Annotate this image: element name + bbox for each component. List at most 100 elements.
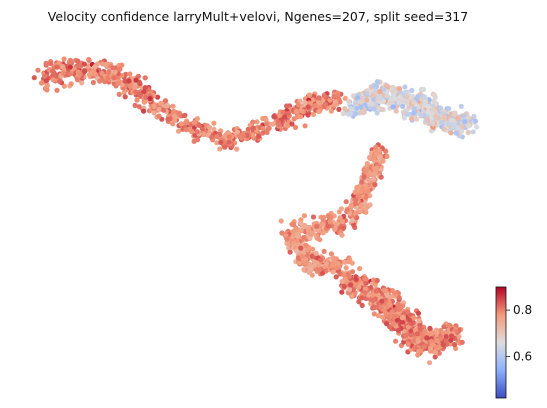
scatter-point — [352, 189, 358, 195]
scatter-point — [278, 218, 284, 224]
scatter-point — [399, 315, 405, 321]
scatter-point — [411, 106, 417, 112]
scatter-point — [294, 233, 301, 239]
scatter-point — [458, 103, 464, 109]
scatter-point — [218, 139, 224, 145]
scatter-point — [191, 119, 197, 125]
scatter-point — [322, 101, 328, 107]
scatter-point — [164, 103, 170, 109]
scatter-point — [320, 221, 326, 227]
scatter-point — [127, 83, 133, 89]
scatter-point — [374, 277, 380, 284]
scatter-point — [428, 338, 435, 344]
scatter-point — [60, 64, 66, 70]
scatter-point — [420, 93, 426, 99]
scatter-point — [401, 115, 407, 121]
scatter-point — [156, 113, 162, 119]
scatter-point — [172, 118, 178, 124]
scatter-point — [306, 269, 312, 275]
scatter-point — [343, 199, 349, 205]
scatter-point — [397, 94, 403, 100]
scatter-point — [410, 320, 416, 326]
scatter-point — [296, 260, 302, 266]
scatter-point — [458, 128, 465, 134]
scatter-point — [112, 69, 118, 75]
scatter-point — [56, 60, 62, 66]
scatter-point — [31, 75, 37, 81]
scatter-point — [295, 102, 301, 108]
scatter-point — [306, 92, 313, 98]
scatter-point — [349, 293, 355, 300]
scatter-point — [390, 92, 396, 98]
scatter-point — [194, 129, 200, 135]
scatter-point — [99, 70, 105, 76]
scatter-point — [137, 81, 143, 87]
scatter-point — [451, 110, 458, 116]
scatter-point — [377, 95, 383, 101]
colorbar-tick-label: 0.8 — [513, 303, 532, 317]
scatter-point — [392, 290, 398, 296]
scatter-point — [408, 328, 414, 334]
scatter-point — [415, 310, 422, 316]
scatter-point — [183, 127, 189, 133]
scatter-point — [448, 117, 454, 123]
scatter-point — [354, 105, 360, 112]
scatter-point — [226, 134, 232, 140]
scatter-point — [363, 280, 369, 286]
scatter-point — [75, 58, 81, 64]
scatter-point — [61, 56, 67, 62]
scatter-point — [358, 99, 364, 105]
scatter-point — [424, 116, 431, 122]
scatter-point — [50, 73, 56, 79]
scatter-point — [133, 89, 139, 95]
colorbar-gradient — [495, 286, 507, 399]
scatter-point — [409, 93, 415, 99]
scatter-point — [396, 295, 402, 301]
scatter-point — [260, 125, 266, 132]
scatter-point — [305, 112, 311, 118]
scatter-point — [455, 115, 461, 121]
scatter-point — [321, 248, 327, 254]
scatter-point — [342, 106, 348, 112]
scatter-point — [366, 292, 372, 298]
scatter-point — [402, 84, 408, 90]
scatter-point — [103, 62, 109, 68]
scatter-point — [280, 109, 286, 115]
scatter-point — [77, 71, 83, 77]
scatter-point — [377, 88, 383, 95]
scatter-point — [462, 119, 468, 125]
scatter-point — [292, 124, 299, 130]
scatter-point — [300, 109, 306, 115]
scatter-point — [182, 112, 188, 118]
scatter-point — [396, 301, 402, 307]
scatter-point — [376, 155, 383, 161]
scatter-point — [294, 238, 300, 244]
scatter-point — [127, 71, 133, 77]
scatter-point — [57, 78, 63, 84]
scatter-point — [366, 177, 372, 183]
scatter-point — [339, 278, 345, 284]
scatter-point — [207, 125, 213, 131]
scatter-point — [456, 334, 462, 340]
scatter-point — [184, 120, 190, 126]
scatter-point — [364, 91, 370, 97]
scatter-point — [301, 234, 307, 241]
scatter-point — [411, 110, 417, 116]
scatter-point — [374, 110, 380, 116]
scatter-point — [448, 333, 455, 339]
scatter-point — [443, 338, 449, 344]
scatter-point — [404, 94, 410, 100]
scatter-point — [142, 75, 148, 81]
scatter-point — [201, 131, 207, 137]
scatter-point — [314, 223, 320, 229]
scatter-point — [427, 325, 433, 331]
scatter-point — [373, 288, 380, 294]
scatter-point — [310, 111, 316, 117]
scatter-point — [132, 84, 138, 90]
scatter-point — [351, 222, 357, 228]
scatter-point — [334, 265, 340, 271]
scatter-point — [298, 245, 304, 251]
scatter-point — [141, 99, 148, 105]
scatter-point — [327, 219, 333, 225]
scatter-point — [429, 115, 435, 121]
